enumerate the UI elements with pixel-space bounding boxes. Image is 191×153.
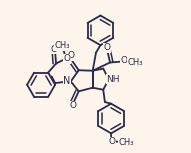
Text: N: N bbox=[63, 76, 71, 86]
Text: CH₃: CH₃ bbox=[54, 41, 70, 50]
Text: O: O bbox=[121, 56, 128, 65]
Text: O: O bbox=[64, 54, 71, 63]
Text: O: O bbox=[67, 51, 74, 60]
Text: CH₃: CH₃ bbox=[119, 138, 134, 147]
Text: O: O bbox=[108, 137, 116, 146]
Text: O: O bbox=[103, 43, 110, 52]
Text: O: O bbox=[51, 45, 58, 54]
Text: O: O bbox=[69, 101, 76, 110]
Text: CH₃: CH₃ bbox=[127, 58, 143, 67]
Text: NH: NH bbox=[106, 75, 120, 84]
